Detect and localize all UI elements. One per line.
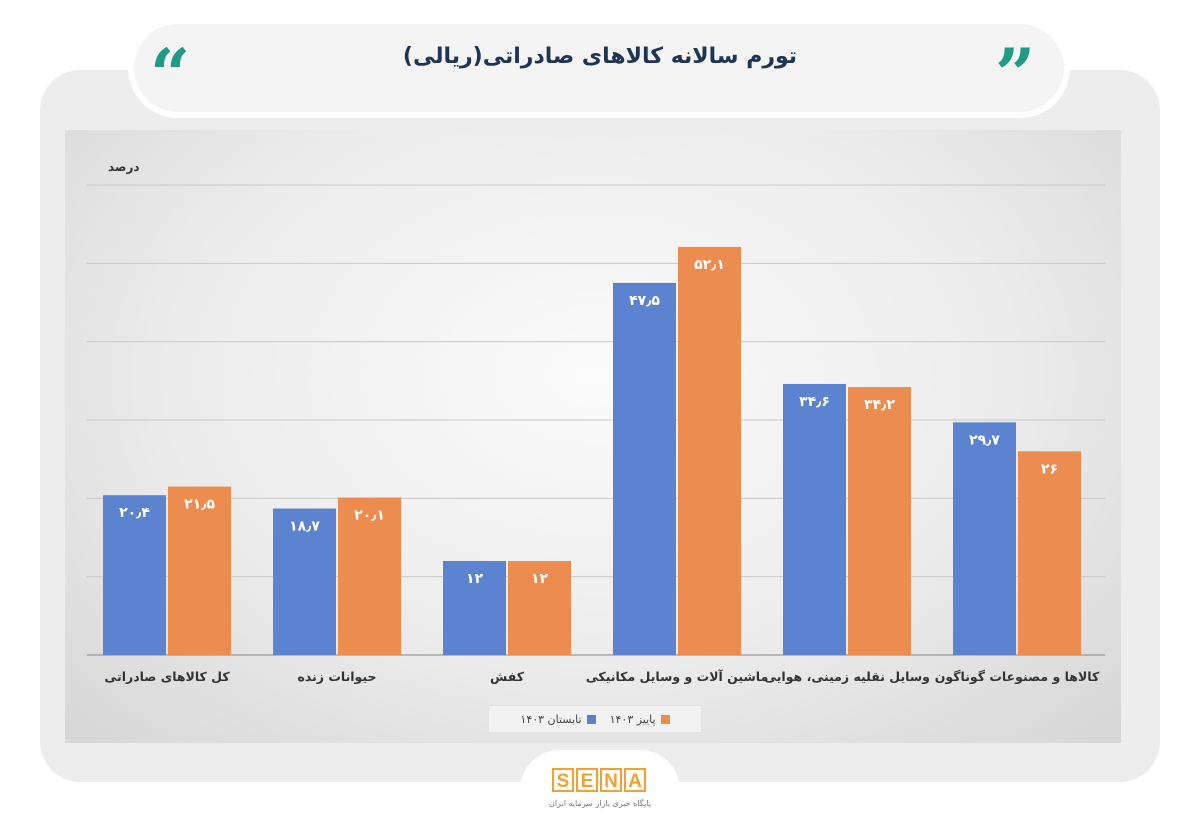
legend-label-series-2: پاییز ۱۴۰۳ bbox=[609, 712, 656, 726]
data-label: ۲۰٫۴ bbox=[119, 505, 150, 521]
data-label: ۲۹٫۷ bbox=[969, 432, 1000, 448]
data-label: ۲۱٫۵ bbox=[184, 497, 215, 513]
data-label: ۴۷٫۵ bbox=[629, 293, 660, 309]
bar bbox=[613, 282, 676, 655]
data-label: ۲۶ bbox=[1041, 461, 1058, 477]
bar bbox=[1018, 451, 1081, 655]
data-label: ۱۸٫۷ bbox=[289, 519, 320, 535]
data-label: ۵۲٫۱ bbox=[694, 257, 725, 273]
x-tick-label: کل کالاهای صادراتی bbox=[104, 669, 230, 684]
chart-legend: پاییز ۱۴۰۳ تابستان ۱۴۰۳ bbox=[488, 705, 702, 733]
logo-subtitle: پایگاه خبری بازار سرمایه ایران bbox=[548, 799, 652, 808]
bar bbox=[168, 486, 231, 655]
legend-item-series-1: تابستان ۱۴۰۳ bbox=[520, 712, 596, 726]
bar bbox=[103, 495, 166, 655]
bar bbox=[783, 383, 846, 655]
bar bbox=[508, 561, 571, 655]
y-axis-label: درصد bbox=[108, 160, 140, 174]
data-label: ۱۲ bbox=[466, 571, 484, 587]
plot-area: ۲۰٫۴ ۲۱٫۵ کل کالاهای صادراتی ۱۸٫۷ ۲۰٫۱ حیوانا… bbox=[65, 130, 1121, 743]
x-tick-label: وسایل نقلیه زمینی، هوایی bbox=[764, 669, 930, 684]
data-label: ۱۲ bbox=[531, 571, 549, 587]
data-label: ۳۴٫۲ bbox=[864, 397, 895, 413]
bar bbox=[338, 497, 401, 655]
legend-label-series-1: تابستان ۱۴۰۳ bbox=[520, 712, 582, 726]
logo-letter: E bbox=[576, 768, 598, 792]
logo-letter: A bbox=[624, 768, 646, 792]
x-tick-label: ماشین آلات و وسایل مکانیکی bbox=[586, 669, 768, 684]
chart-title: تورم سالانه کالاهای صادراتی(ریالی) bbox=[402, 44, 798, 69]
quote-close-icon: ” bbox=[995, 33, 1036, 116]
x-tick-label: حیوانات زنده bbox=[297, 669, 376, 684]
data-label: ۲۰٫۱ bbox=[354, 508, 385, 524]
data-label: ۳۴٫۶ bbox=[799, 394, 830, 410]
bar bbox=[953, 422, 1016, 655]
legend-swatch-series-2 bbox=[660, 714, 670, 724]
x-tick-label: کفش bbox=[490, 669, 525, 684]
x-tick-label: کالاها و مصنوعات گوناگون bbox=[935, 669, 1100, 684]
logo-letter: S bbox=[552, 768, 574, 792]
bar bbox=[678, 246, 741, 655]
bar bbox=[848, 387, 911, 655]
bar bbox=[443, 561, 506, 655]
quote-open-icon: “ bbox=[150, 33, 191, 116]
legend-item-series-2: پاییز ۱۴۰۳ bbox=[610, 713, 670, 726]
title-banner bbox=[134, 24, 1064, 112]
logo-letter: N bbox=[600, 768, 622, 792]
sena-logo: S E N A bbox=[552, 768, 646, 792]
bar bbox=[273, 508, 336, 655]
legend-swatch-series-1 bbox=[586, 714, 596, 724]
bar-chart: ۲۰٫۴ ۲۱٫۵ کل کالاهای صادراتی ۱۸٫۷ ۲۰٫۱ حیوانا… bbox=[87, 184, 1105, 684]
